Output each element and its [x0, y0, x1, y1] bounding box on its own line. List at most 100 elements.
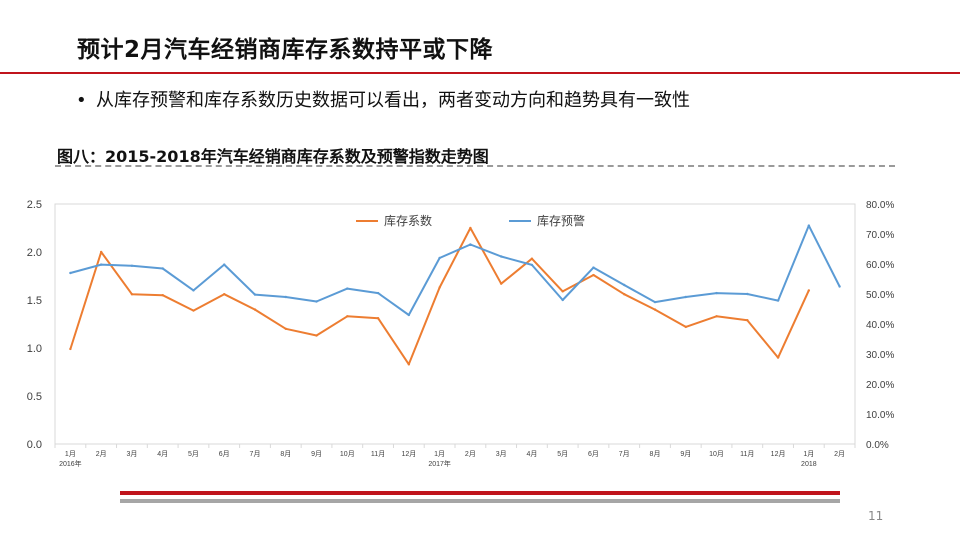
series-line-2 [70, 224, 841, 316]
series-1-point [346, 315, 349, 318]
x-axis-month-label: 9月 [680, 450, 691, 458]
series-2-point [530, 263, 534, 267]
left-axis-tick-label: 0.5 [27, 391, 42, 403]
series-1-point [776, 356, 780, 359]
series-2-point [161, 267, 164, 270]
x-axis-month-label: 4月 [157, 450, 168, 458]
page-number: 11 [868, 509, 884, 523]
series-2-point [499, 255, 503, 258]
series-2-point [807, 224, 811, 227]
series-1-point [407, 363, 411, 366]
series-2-point [776, 299, 780, 302]
series-2-point [561, 298, 564, 302]
title-rule [0, 72, 960, 74]
left-axis-tick-label: 1.5 [27, 295, 42, 307]
series-2-point [715, 291, 718, 295]
right-axis-tick-label: 0.0% [866, 440, 889, 451]
x-axis-month-label: 12月 [401, 450, 416, 458]
x-axis-month-label: 12月 [771, 450, 786, 458]
x-axis-month-label: 10月 [340, 450, 355, 458]
left-axis-tick-label: 2.5 [27, 199, 42, 211]
x-axis-month-label: 6月 [219, 450, 230, 458]
series-2-point [69, 271, 72, 275]
left-axis-tick-label: 2.0 [27, 247, 42, 259]
x-axis-month-label: 3月 [496, 450, 507, 458]
series-1-point [807, 289, 811, 292]
x-axis-month-label: 11月 [371, 450, 385, 458]
bullet-dot-icon: • [76, 90, 87, 111]
x-axis-month-label: 6月 [588, 450, 599, 458]
slide-title: 预计2月汽车经销商库存系数持平或下降 [77, 37, 494, 63]
series-1-point [684, 325, 687, 329]
series-1-point [469, 226, 472, 230]
series-1-point [315, 334, 318, 337]
series-1-point [223, 293, 226, 296]
x-axis-month-label: 4月 [526, 450, 537, 458]
x-axis-month-label: 1月 [65, 450, 76, 458]
chart-title-rule [55, 165, 895, 167]
x-axis-year-label: 2017年 [428, 459, 451, 468]
right-axis-tick-label: 10.0% [866, 410, 894, 421]
series-2-point [438, 256, 441, 260]
series-1-point [561, 290, 564, 293]
series-1-point [376, 317, 380, 320]
series-1-point [746, 318, 749, 322]
series-1-point [161, 294, 164, 297]
right-axis-tick-label: 30.0% [866, 350, 894, 361]
series-1-point [192, 309, 195, 312]
x-axis-month-label: 2月 [834, 450, 845, 458]
series-2-point [253, 293, 257, 296]
series-1-point [623, 293, 626, 296]
decorative-red-bar [120, 491, 840, 495]
legend-label-2: 库存预警 [537, 213, 585, 228]
x-axis-month-label: 11月 [740, 450, 754, 458]
series-1-point [715, 315, 718, 318]
right-axis-tick-label: 70.0% [866, 230, 894, 241]
series-2-point [623, 283, 626, 287]
series-2-point [746, 292, 749, 296]
x-axis-month-label: 2月 [96, 450, 107, 458]
series-2-point [469, 243, 472, 246]
series-1-point [499, 282, 503, 285]
series-2-point [653, 300, 657, 304]
series-2-point [684, 295, 687, 299]
x-axis-month-label: 10月 [709, 450, 724, 458]
x-axis-month-label: 8月 [280, 450, 291, 458]
plot-area-border [54, 203, 856, 445]
series-2-point [315, 300, 318, 303]
series-2-point [284, 295, 287, 299]
right-axis-tick-label: 60.0% [866, 260, 894, 271]
series-1-point [653, 308, 657, 311]
right-axis-tick-label: 80.0% [866, 200, 894, 211]
series-1-point [284, 327, 287, 330]
x-axis-year-label: 2016年 [59, 459, 82, 468]
right-axis-tick-label: 40.0% [866, 320, 894, 331]
series-1-point [99, 250, 103, 254]
x-axis-month-label: 3月 [126, 450, 137, 458]
series-1-point [69, 347, 72, 351]
series-1-point [438, 286, 441, 289]
left-axis-tick-label: 0.0 [27, 439, 42, 451]
x-axis-month-label: 1月 [803, 450, 814, 458]
bullet-row: • 从库存预警和库存系数历史数据可以看出，两者变动方向和趋势具有一致性 [76, 86, 690, 112]
bullet-text: 从库存预警和库存系数历史数据可以看出，两者变动方向和趋势具有一致性 [96, 90, 690, 111]
line-chart: 0.0 0.5 1.0 1.5 2.0 2.5 0.0% 10.0% 20.0% 30.0% 40.… [27, 199, 895, 468]
chart-title: 图八：2015-2018年汽车经销商库存系数及预警指数走势图 [57, 147, 489, 166]
series-2-point [130, 264, 134, 267]
series-2-point [346, 287, 349, 290]
series-1-point [530, 257, 534, 260]
x-axis-year-label: 2018 [801, 461, 817, 468]
series-2-point [376, 291, 380, 295]
x-axis-month-label: 2月 [465, 450, 476, 458]
x-axis-month-label: 8月 [650, 450, 661, 458]
series-2-point [838, 285, 841, 288]
right-axis-tick-label: 20.0% [866, 380, 894, 391]
series-2-point [592, 266, 595, 269]
right-axis-tick-label: 50.0% [866, 290, 894, 301]
series-1-point [592, 273, 595, 277]
series-2-point [99, 263, 103, 266]
x-axis-month-label: 7月 [619, 450, 630, 458]
series-1-point [253, 308, 257, 311]
series-2-point [223, 263, 226, 266]
decorative-gray-bar [120, 499, 840, 503]
